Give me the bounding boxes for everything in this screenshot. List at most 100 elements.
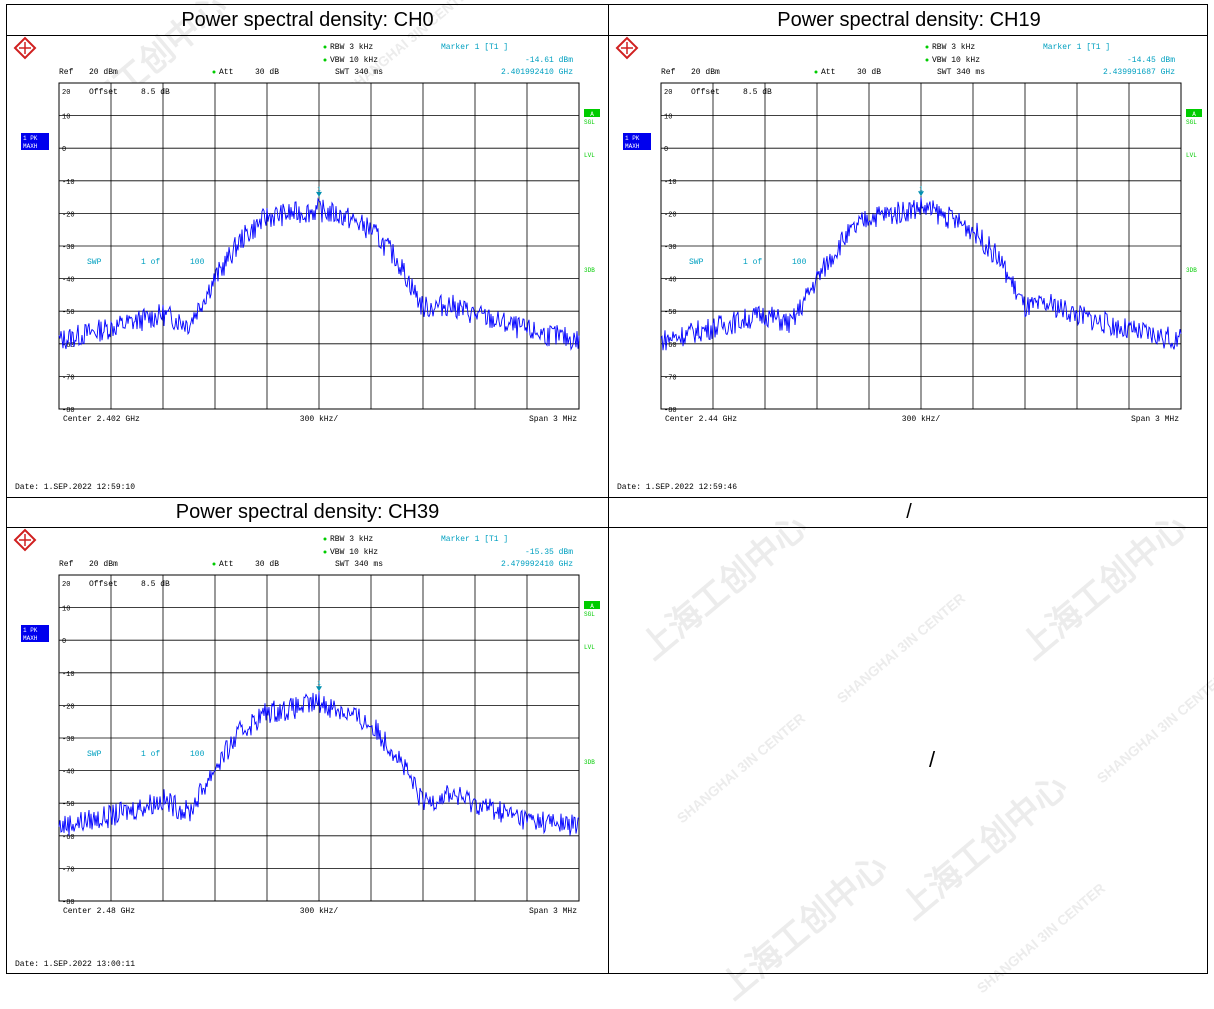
trace-mode-maxh: MAXH	[23, 635, 38, 642]
trace-mode-box	[623, 133, 651, 150]
header-bullet	[323, 537, 327, 541]
label-a: A	[1192, 111, 1196, 118]
att-value: 30 dB	[255, 68, 279, 77]
vbw-label: VBW 10 kHz	[330, 56, 378, 65]
swp-count: 1 of	[743, 258, 762, 267]
label-lvl: LVL	[584, 644, 595, 651]
y-tick-label: 0	[62, 638, 66, 646]
label-a: A	[590, 111, 594, 118]
marker-1-icon	[316, 686, 322, 692]
panel-title: Power spectral density: CH0	[181, 9, 434, 31]
rbw-label: RBW 3 kHz	[330, 535, 373, 544]
y-tick-label: -10	[62, 179, 75, 187]
swp-total: 100	[792, 258, 807, 267]
span-value: Span 3 MHz	[529, 415, 577, 424]
span-per-division: 300 kHz/	[300, 415, 339, 424]
y-tick-label: -10	[62, 671, 75, 679]
att-value: 30 dB	[857, 68, 881, 77]
offset-label: Offset	[89, 580, 118, 589]
trigger-a-box	[584, 109, 600, 117]
marker-label: Marker 1 [T1 ]	[441, 535, 508, 544]
trace-mode-box	[21, 133, 49, 150]
ref-value: 20 dBm	[89, 560, 118, 569]
swt-label: SWT 340 ms	[937, 68, 985, 77]
marker-level: -15.35 dBm	[525, 548, 573, 557]
rs-logo-icon	[19, 42, 31, 54]
y-tick-label: 0	[664, 146, 668, 154]
ref-label: Ref	[59, 560, 74, 569]
swt-label: SWT 340 ms	[335, 560, 383, 569]
y-tick-label: -80	[62, 899, 75, 907]
swp-total: 100	[190, 750, 205, 759]
marker-number: 1	[919, 185, 923, 192]
date-stamp: Date: 1.SEP.2022 12:59:10	[15, 483, 135, 492]
y-tick-label: 20	[664, 89, 672, 97]
y-tick-label: -20	[664, 211, 677, 219]
date-stamp: Date: 1.SEP.2022 12:59:46	[617, 483, 737, 492]
y-tick-label: -80	[62, 407, 75, 415]
spectrum-trace	[58, 197, 580, 351]
rs-logo-icon	[615, 36, 639, 60]
label-lvl: LVL	[584, 152, 595, 159]
att-label: Att	[219, 68, 233, 77]
rs-logo-icon	[13, 36, 37, 60]
swp-label: SWP	[87, 258, 102, 267]
trigger-a-box	[584, 601, 600, 609]
y-tick-label: -80	[664, 407, 677, 415]
y-tick-label: -50	[62, 801, 75, 809]
offset-value: 8.5 dB	[141, 88, 170, 97]
y-tick-label: -40	[62, 769, 75, 777]
swp-label: SWP	[87, 750, 102, 759]
y-tick-label: 10	[664, 114, 672, 122]
y-tick-label: -10	[664, 179, 677, 187]
panel-title: Power spectral density: CH19	[777, 9, 1041, 31]
rs-logo-icon	[19, 534, 31, 546]
y-tick-label: -40	[664, 277, 677, 285]
header-bullet	[323, 550, 327, 554]
header-bullet	[925, 58, 929, 62]
marker-1-icon	[918, 191, 924, 197]
offset-label: Offset	[89, 88, 118, 97]
offset-label: Offset	[691, 88, 720, 97]
y-tick-label: -60	[62, 834, 75, 842]
rbw-label: RBW 3 kHz	[330, 43, 373, 52]
offset-value: 8.5 dB	[743, 88, 772, 97]
ref-label: Ref	[59, 68, 74, 77]
header-bullet	[323, 58, 327, 62]
table-divider	[7, 35, 1207, 36]
span-value: Span 3 MHz	[529, 907, 577, 916]
center-frequency: Center 2.44 GHz	[665, 415, 737, 424]
panel-title: Power spectral density: CH39	[175, 501, 440, 523]
label-sgl: SGL	[584, 611, 595, 618]
panel-empty: / /	[609, 497, 1209, 975]
results-table: Power spectral density: CH0 RBW 3 kHz VBW…	[6, 4, 1208, 974]
header-bullet	[814, 70, 818, 74]
y-tick-label: -40	[62, 277, 75, 285]
date-stamp: Date: 1.SEP.2022 13:00:11	[15, 960, 135, 969]
att-value: 30 dB	[255, 560, 279, 569]
marker-number: 1	[317, 186, 321, 193]
marker-label: Marker 1 [T1 ]	[441, 43, 508, 52]
y-tick-label: -30	[664, 244, 677, 252]
empty-panel-body: /	[929, 747, 936, 772]
label-sgl: SGL	[584, 119, 595, 126]
span-per-division: 300 kHz/	[300, 907, 339, 916]
y-tick-label: -50	[62, 309, 75, 317]
att-label: Att	[219, 560, 233, 569]
spectrum-plot-ch19: RBW 3 kHz VBW 10 kHz SWT 340 ms Marker 1 [T…	[615, 36, 1202, 492]
panel-ch39: Power spectral density: CH39 RBW 3 kHz VB…	[7, 497, 608, 975]
marker-frequency: 2.479992410 GHz	[501, 560, 573, 569]
label-a: A	[590, 603, 594, 610]
trace-mode-pk: 1 PK	[625, 135, 640, 142]
header-bullet	[323, 45, 327, 49]
y-tick-label: -20	[62, 211, 75, 219]
rbw-label: RBW 3 kHz	[932, 43, 975, 52]
label-3db: 3DB	[584, 759, 595, 766]
ref-value: 20 dBm	[691, 68, 720, 77]
swp-count: 1 of	[141, 750, 160, 759]
trigger-a-box	[1186, 109, 1202, 117]
trace-mode-pk: 1 PK	[23, 135, 38, 142]
panel-ch19: Power spectral density: CH19 RBW 3 kHz VB…	[609, 5, 1209, 497]
label-lvl: LVL	[1186, 152, 1197, 159]
spectrum-plot-ch39: RBW 3 kHz VBW 10 kHz SWT 340 ms Marker 1 [T…	[13, 528, 600, 969]
